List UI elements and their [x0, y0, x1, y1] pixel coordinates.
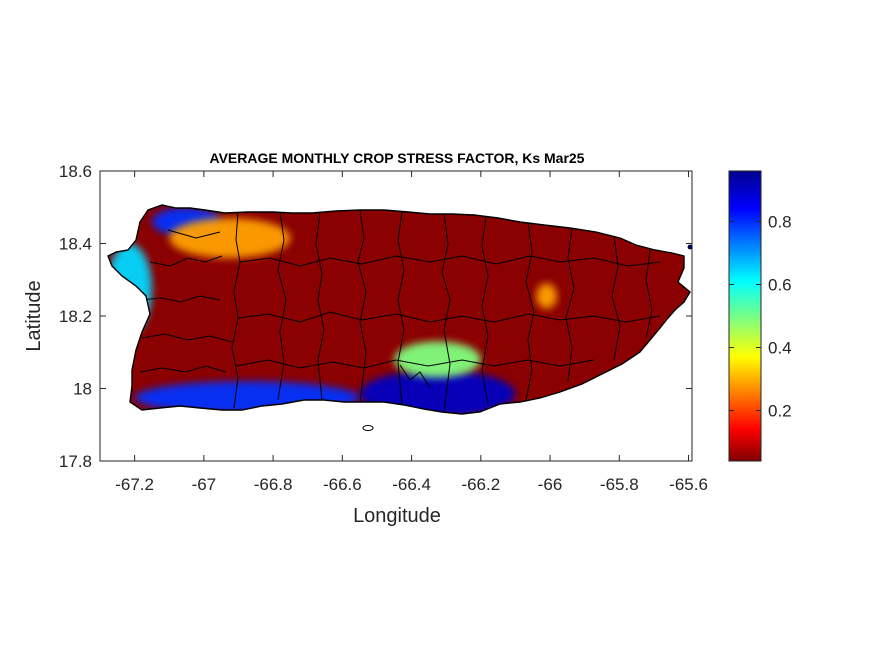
- x-tick-label: -66.4: [392, 475, 431, 494]
- island-fill: [108, 205, 690, 414]
- y-tick-label: 17.8: [59, 452, 92, 471]
- caja-de-muertos-island: [362, 425, 374, 431]
- desecheo-islet: [687, 244, 693, 250]
- stress-region: [169, 218, 291, 258]
- municipality-boundary: [441, 213, 451, 413]
- colorbar-tick-label: 0.8: [768, 212, 792, 231]
- municipality-boundary: [399, 364, 431, 389]
- municipality-boundary: [277, 211, 287, 401]
- x-axis-label: Longitude: [353, 505, 441, 527]
- municipality-boundary: [149, 255, 223, 267]
- y-tick-label: 18.6: [59, 162, 92, 181]
- y-tick-label: 18: [73, 380, 92, 399]
- x-tick-label: -67: [192, 475, 217, 494]
- x-tick-label: -66: [538, 475, 563, 494]
- x-tick-label: -65.6: [669, 475, 708, 494]
- y-axis: 17.8 18 18.2 18.4 18.6: [59, 162, 692, 471]
- colorbar-tick-label: 0.6: [768, 275, 792, 294]
- municipality-boundary: [357, 209, 367, 403]
- stress-region: [394, 341, 481, 378]
- island-outline: [107, 204, 691, 415]
- municipality-boundary: [645, 249, 653, 339]
- colorbar-tick-label: 0.2: [768, 402, 792, 421]
- municipality-boundary: [239, 255, 661, 267]
- chart-title: AVERAGE MONTHLY CROP STRESS FACTOR, Ks M…: [210, 150, 585, 166]
- municipality-boundary: [315, 211, 325, 401]
- municipality-boundaries: [139, 209, 661, 413]
- x-tick-label: -66.8: [254, 475, 293, 494]
- colorbar-gradient: [728, 170, 762, 462]
- municipality-boundary: [525, 221, 535, 401]
- x-tick-label: -66.6: [323, 475, 362, 494]
- municipality-boundary: [231, 211, 241, 409]
- municipality-boundary: [167, 229, 221, 239]
- x-tick-label: -65.8: [600, 475, 639, 494]
- colorbar: 0.2 0.4 0.6 0.8: [728, 170, 792, 462]
- municipality-boundary: [481, 215, 489, 405]
- y-axis-label: Latitude: [23, 280, 45, 351]
- y-tick-label: 18.2: [59, 307, 92, 326]
- municipality-boundary: [235, 359, 595, 369]
- municipality-boundary: [611, 235, 621, 361]
- municipality-boundary: [397, 211, 405, 406]
- x-tick-label: -67.2: [115, 475, 154, 494]
- municipality-boundary: [139, 365, 227, 373]
- colorbar-ticks: 0.2 0.4 0.6 0.8: [729, 212, 792, 421]
- stress-region: [536, 283, 557, 309]
- municipality-boundary: [141, 333, 233, 343]
- municipality-boundary: [139, 295, 221, 303]
- x-tick-label: -66.2: [461, 475, 500, 494]
- municipality-boundary: [237, 311, 661, 323]
- municipality-boundary: [565, 227, 575, 383]
- y-tick-label: 18.4: [59, 235, 92, 254]
- colorbar-tick-label: 0.4: [768, 339, 792, 358]
- x-axis: -67.2 -67 -66.8 -66.6 -66.4 -66.2 -66 -65.8 -65.…: [115, 171, 708, 494]
